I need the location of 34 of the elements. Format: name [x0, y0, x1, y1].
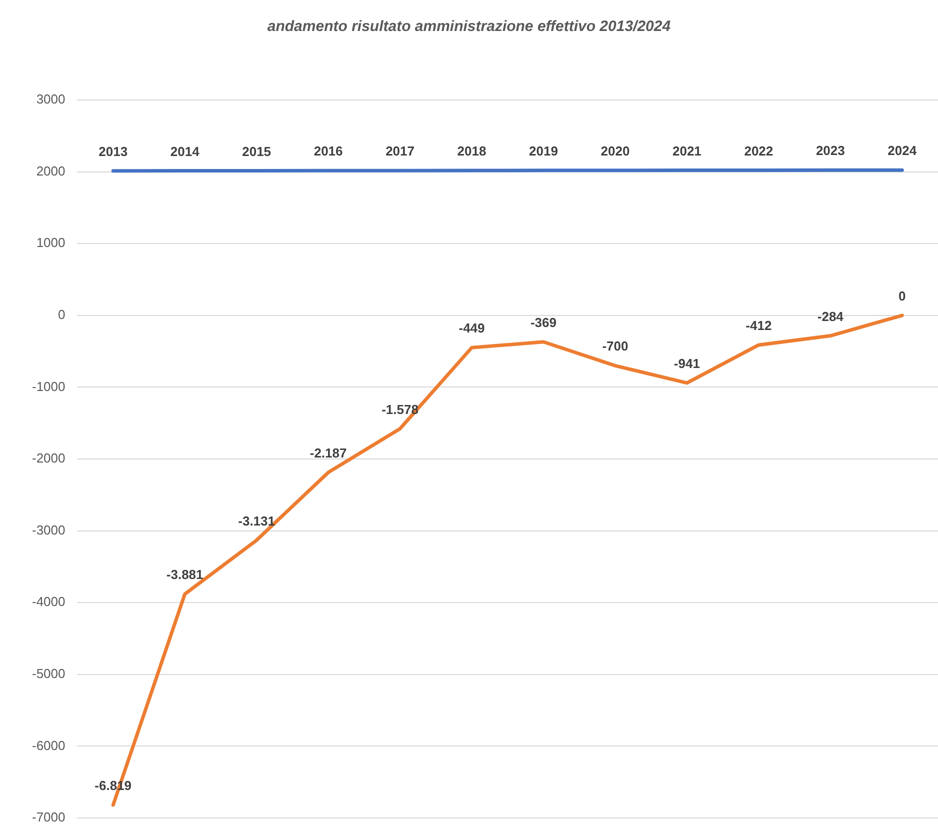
data-label: -941	[674, 356, 700, 372]
data-label: 2023	[816, 143, 845, 158]
data-label: 0	[898, 288, 906, 304]
y-tick-label: -2000	[32, 450, 66, 466]
data-label: -412	[746, 318, 772, 334]
data-label: 2015	[242, 144, 272, 159]
y-tick-label: -7000	[32, 810, 66, 825]
y-tick-label: -1000	[32, 378, 66, 394]
data-label: -700	[602, 338, 628, 354]
data-label: 2022	[744, 143, 774, 158]
data-label: -284	[817, 308, 844, 324]
y-tick-label: 2000	[36, 163, 66, 178]
y-tick-label: -4000	[32, 594, 66, 610]
data-label: 2019	[529, 144, 558, 159]
data-label: -3.881	[166, 567, 204, 582]
data-label: 2013	[98, 144, 128, 159]
data-label: -2.187	[310, 446, 347, 461]
y-tick-label: 3000	[36, 92, 66, 107]
y-tick-label: -6000	[32, 738, 66, 753]
data-label: -369	[530, 314, 557, 330]
y-tick-label: -5000	[32, 666, 66, 681]
data-label: -3.131	[238, 513, 276, 528]
y-tick-label: 1000	[36, 235, 66, 250]
data-label: -449	[458, 320, 485, 336]
data-label: 2017	[386, 144, 414, 159]
data-label: 2016	[314, 144, 343, 159]
data-label: 2014	[170, 144, 200, 159]
data-label: 2021	[672, 143, 702, 158]
data-label: 2024	[888, 143, 918, 158]
y-tick-label: -3000	[32, 522, 66, 538]
chart-title: andamento risultato amministrazione effettivo 2013/2024	[266, 18, 672, 35]
data-label: 2020	[600, 143, 630, 158]
y-tick-label: 0	[58, 306, 66, 322]
data-label: 2018	[457, 144, 486, 159]
